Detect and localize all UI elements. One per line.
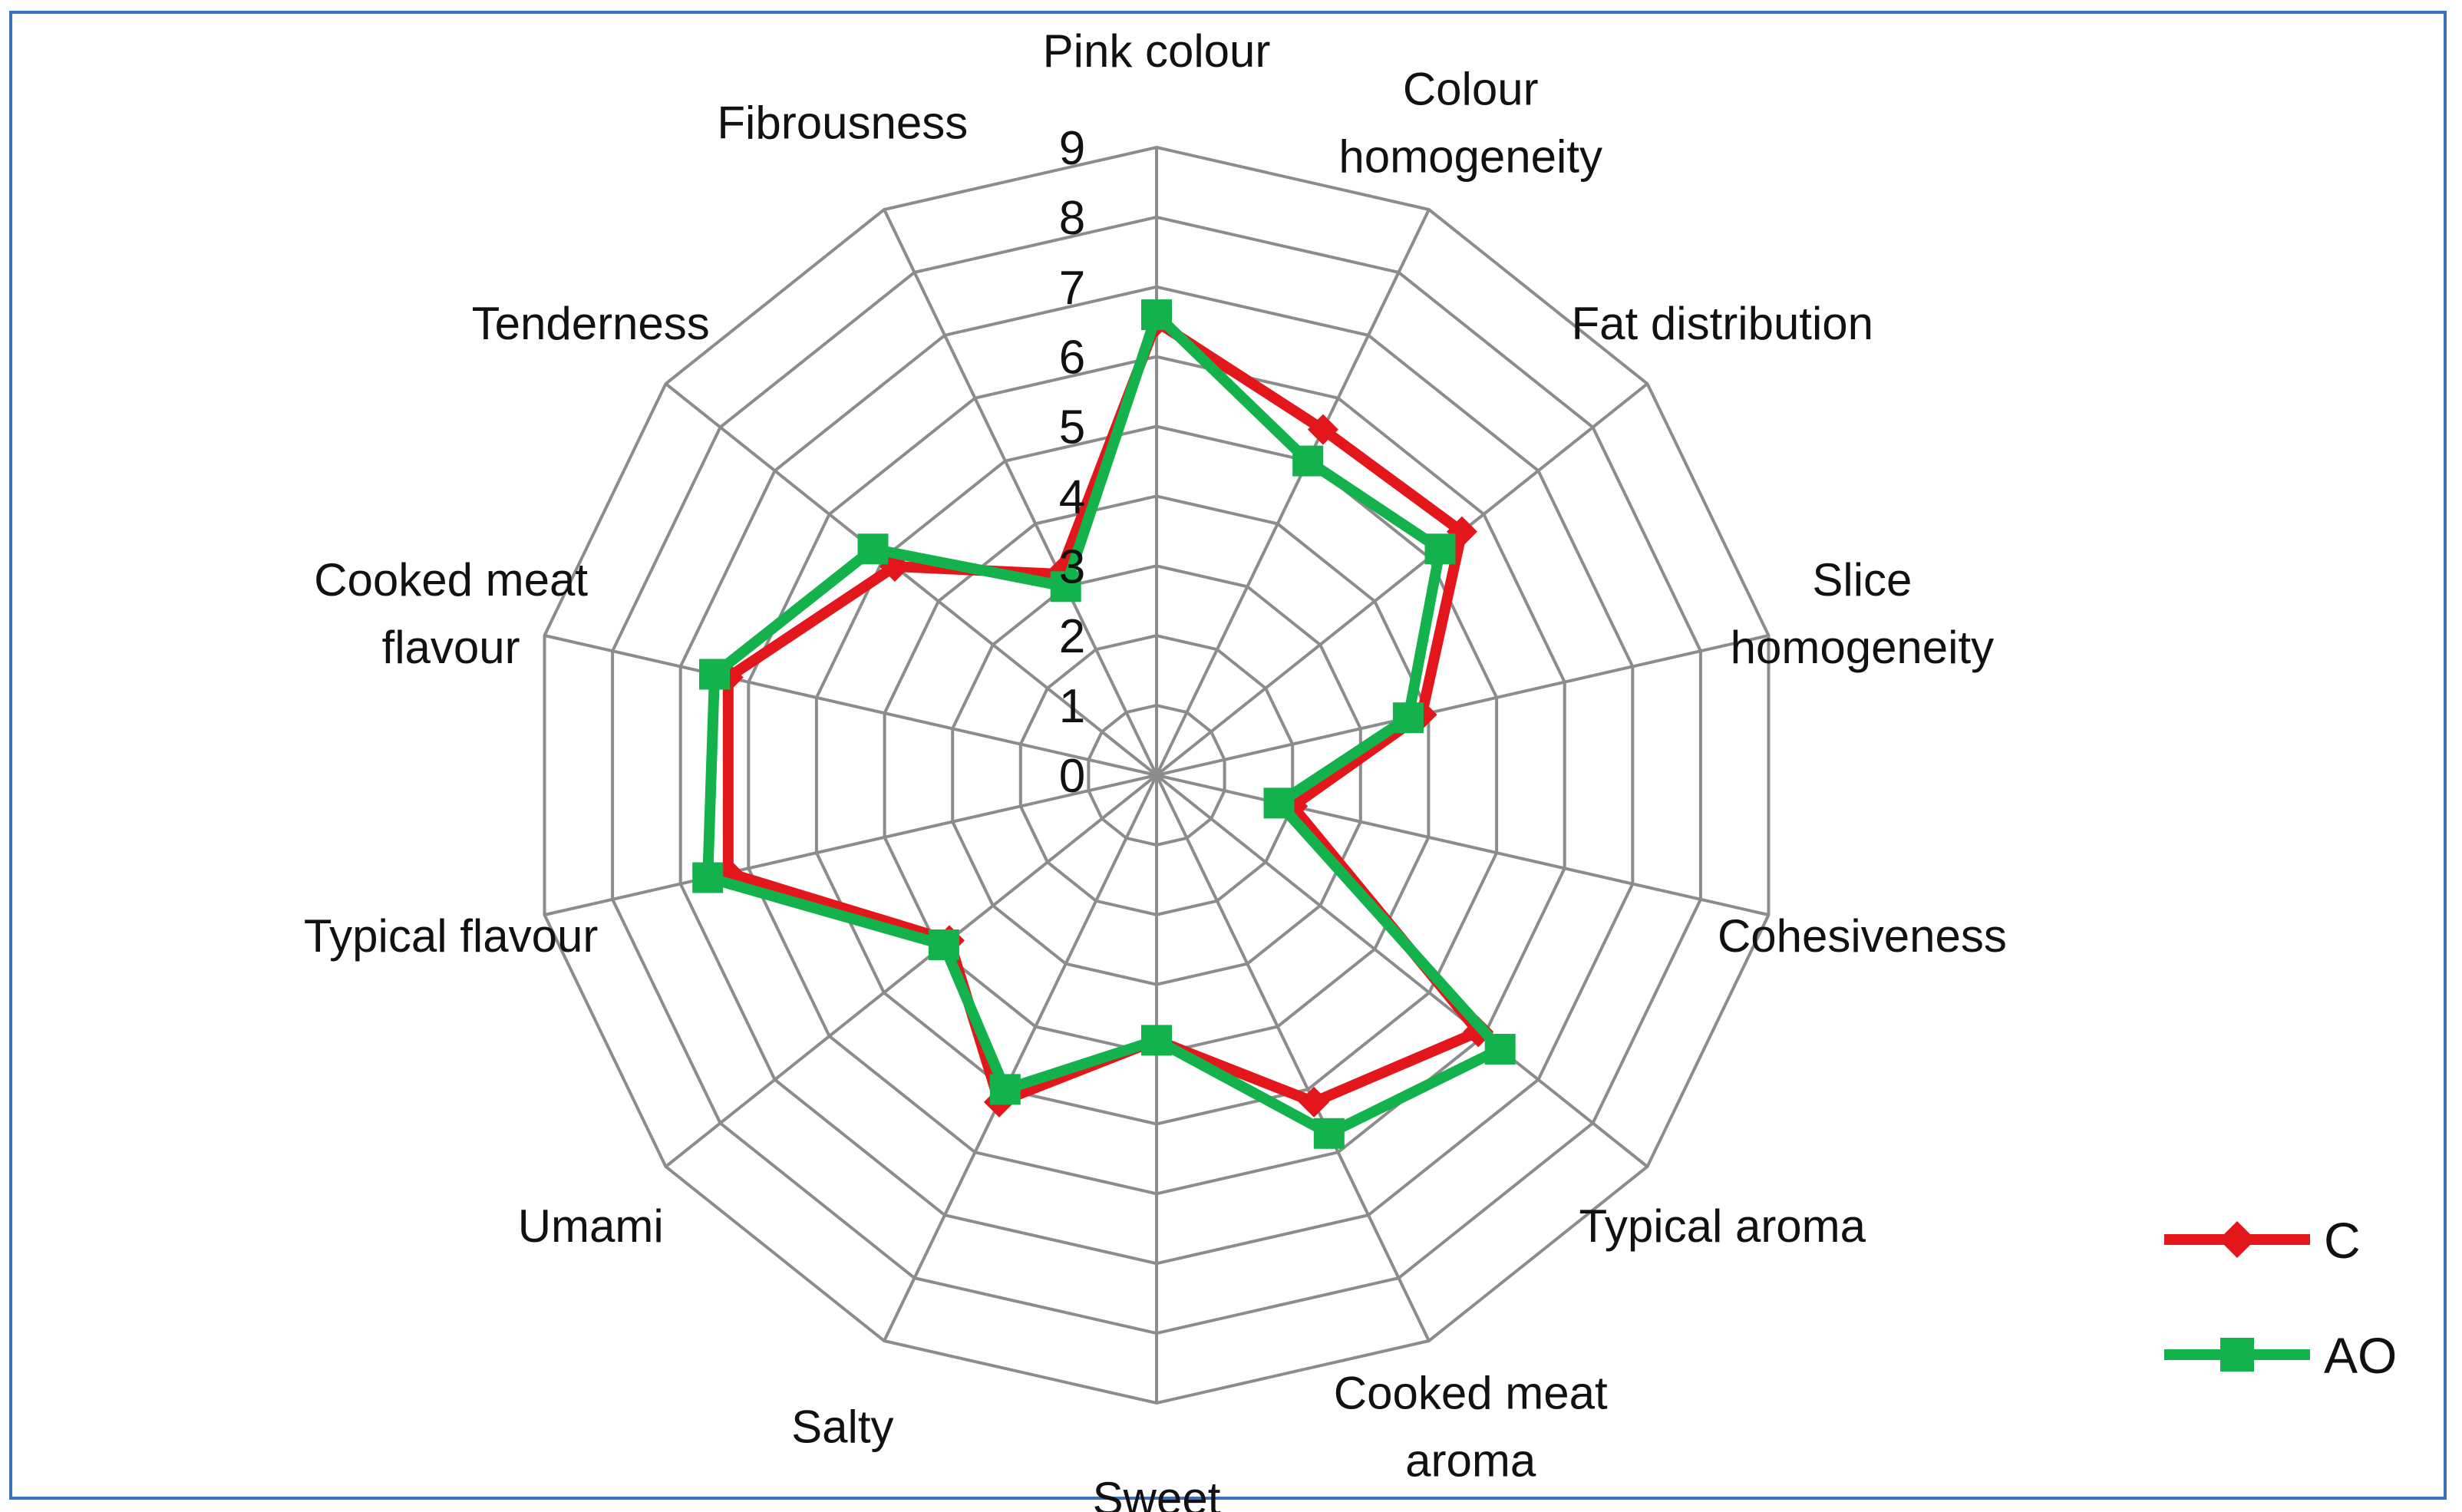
tick-label-3: 3 (1059, 540, 1085, 593)
series-ao (692, 299, 1516, 1149)
axis-label-colour-homogeneity: Colour homogeneity (1338, 63, 1602, 182)
spoke-cooked-meat-flavour (544, 634, 1157, 777)
axis-label-salty: Salty (791, 1401, 893, 1453)
point-ao-pink-colour (1141, 299, 1172, 331)
point-ao-sweet (1141, 1025, 1172, 1056)
axis-label-cooked-meat-aroma: Cooked meat aroma (1334, 1368, 1608, 1487)
tick-label-0: 0 (1059, 750, 1085, 803)
axis-label-fat-distribution: Fat distribution (1572, 298, 1874, 349)
point-ao-fat-distribution (1424, 533, 1456, 565)
legend-marker-ao (2220, 1338, 2254, 1372)
axis-label-typical-aroma: Typical aroma (1579, 1200, 1866, 1252)
tick-label-2: 2 (1059, 610, 1085, 663)
legend-item-ao: AO (2164, 1327, 2397, 1384)
axis-label-cooked-meat-flavour: Cooked meat flavour (314, 554, 588, 673)
spoke-fibrousness (883, 209, 1158, 776)
tick-label-7: 7 (1059, 262, 1085, 315)
point-ao-cooked-meat-aroma (1313, 1117, 1345, 1149)
spoke-umami (665, 774, 1158, 1168)
axis-label-slice-homogeneity: Slice homogeneity (1731, 554, 1995, 673)
point-ao-slice-homogeneity (1392, 702, 1424, 734)
axis-label-sweet: Sweet (1093, 1473, 1221, 1512)
tick-label-8: 8 (1059, 192, 1085, 245)
tick-label-9: 9 (1059, 122, 1085, 175)
spoke-typical-aroma (1155, 774, 1648, 1168)
tick-label-5: 5 (1059, 401, 1085, 454)
spoke-tenderness (665, 382, 1158, 777)
legend-marker-c (2219, 1221, 2256, 1258)
point-ao-colour-homogeneity (1292, 445, 1324, 477)
legend-label-ao: AO (2324, 1327, 2397, 1384)
axis-label-tenderness: Tenderness (472, 298, 710, 349)
spoke-cohesiveness (1156, 774, 1769, 916)
point-ao-tenderness (857, 533, 889, 565)
spoke-fat-distribution (1155, 382, 1648, 777)
legend: C AO (2164, 1212, 2397, 1384)
tick-labels: 0 1 2 3 4 5 6 7 8 9 (1059, 122, 1085, 803)
spoke-colour-homogeneity (1155, 209, 1431, 776)
series-layer (692, 299, 1516, 1149)
tick-label-1: 1 (1059, 680, 1085, 733)
axis-labels: Pink colour Colour homogeneity Fat distribu… (304, 25, 2007, 1512)
spoke-typical-flavour (544, 774, 1157, 916)
point-ao-typical-flavour (692, 862, 724, 893)
tick-label-4: 4 (1059, 470, 1085, 523)
point-ao-umami (928, 929, 959, 960)
spoke-salty (883, 774, 1158, 1342)
legend-item-c: C (2164, 1212, 2361, 1269)
point-ao-cohesiveness (1263, 787, 1295, 819)
tick-label-6: 6 (1059, 332, 1085, 385)
legend-label-c: C (2324, 1212, 2361, 1269)
axis-label-pink-colour: Pink colour (1043, 25, 1271, 77)
spoke-cooked-meat-aroma (1155, 774, 1431, 1342)
point-ao-typical-aroma (1484, 1034, 1516, 1065)
radar-grid (543, 145, 1771, 1405)
point-ao-fibrousness (1050, 571, 1081, 602)
axis-label-cohesiveness: Cohesiveness (1718, 910, 2007, 962)
axis-label-fibrousness: Fibrousness (717, 97, 968, 148)
point-ao-cooked-meat-flavour (699, 659, 730, 690)
point-c-colour-homogeneity (1307, 414, 1338, 445)
point-c-cooked-meat-aroma (1299, 1086, 1330, 1117)
chart-frame (9, 11, 2447, 1500)
axis-label-umami: Umami (518, 1200, 664, 1252)
spoke-slice-homogeneity (1156, 634, 1769, 777)
point-ao-salty (989, 1074, 1021, 1105)
axis-label-typical-flavour: Typical flavour (304, 910, 599, 962)
